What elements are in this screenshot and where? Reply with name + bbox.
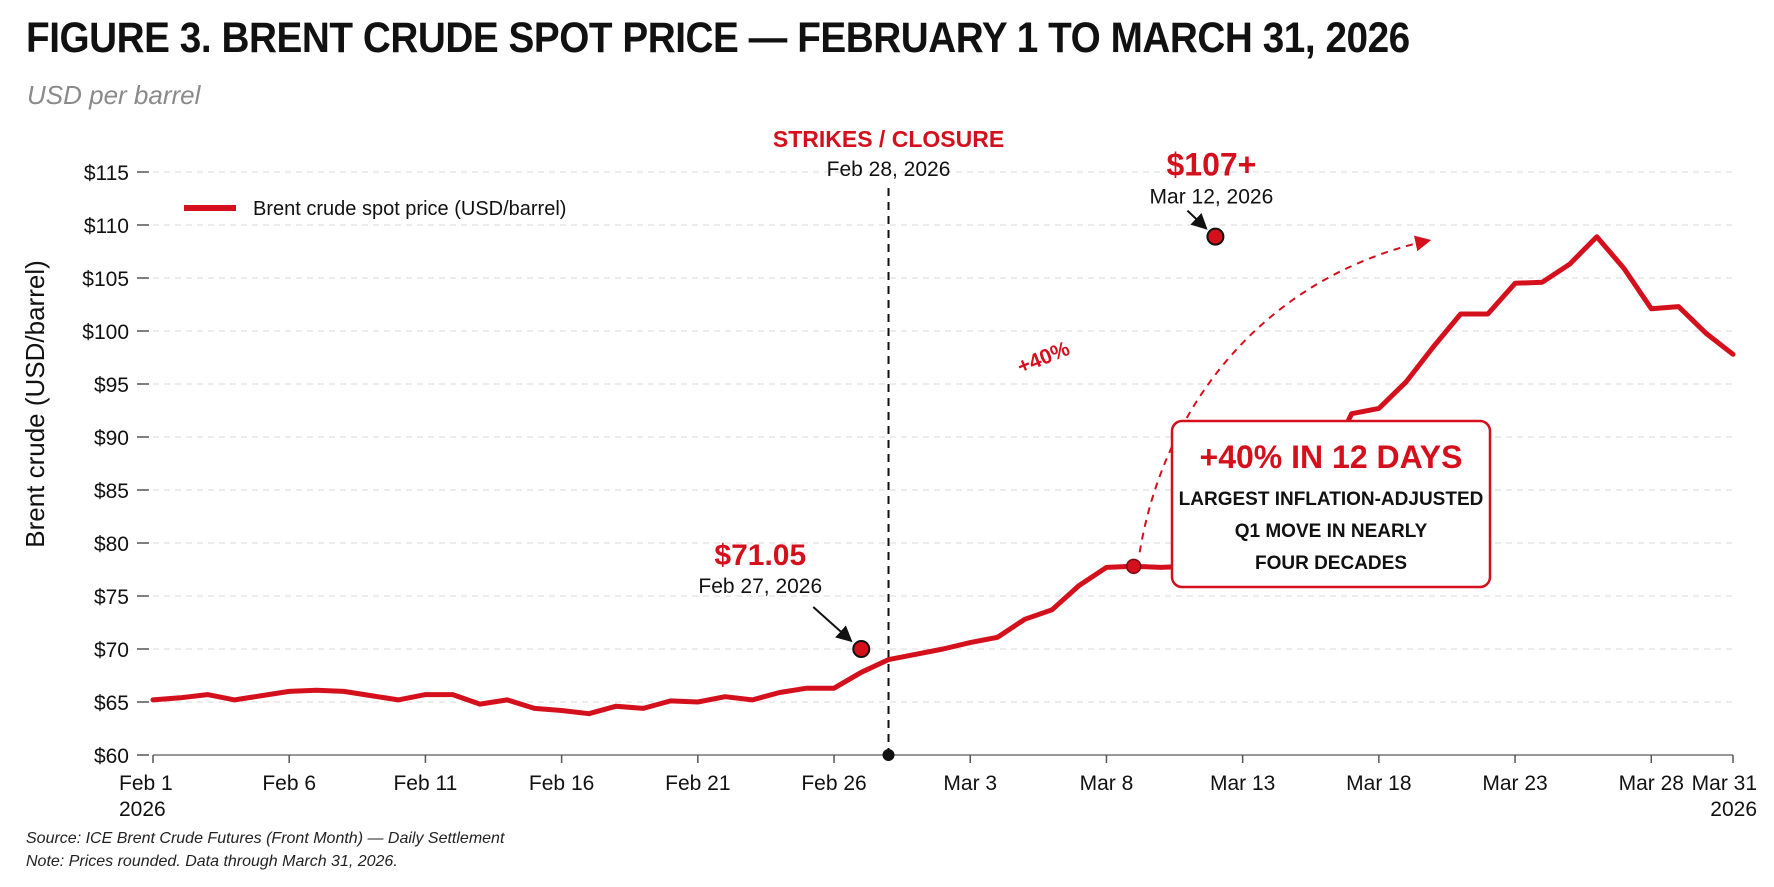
peak-arrow <box>1186 209 1208 230</box>
y-tick-label: $60 <box>94 745 129 768</box>
start-callout: $71.05 Feb 27, 2026 <box>698 539 871 658</box>
y-tick-label: $65 <box>94 692 129 715</box>
y-axis-ticks: $60 $65 $70 $75 $80 $85 $90 $95 $100 $105 $110 $115 <box>82 162 149 768</box>
x-tick-label: Feb 26 <box>801 772 866 795</box>
event-marker: STRIKES / CLOSURE Feb 28, 2026 <box>773 126 1004 761</box>
x-tick-label: Feb 16 <box>529 772 594 795</box>
summary-box: +40% IN 12 DAYS LARGEST INFLATION-ADJUST… <box>1170 419 1492 589</box>
y-tick-label: $75 <box>94 586 129 609</box>
start-date-label: Feb 27, 2026 <box>698 575 822 598</box>
x-tick-label: Feb 21 <box>665 772 730 795</box>
event-base-dot <box>882 749 895 761</box>
event-date-label: Feb 28, 2026 <box>827 158 951 181</box>
legend-entry: Brent crude spot price (USD/barrel) <box>253 198 566 220</box>
summary-box-line-3: FOUR DECADES <box>1255 553 1407 574</box>
y-tick-label: $100 <box>82 321 129 344</box>
y-tick-label: $115 <box>84 162 129 185</box>
data-note: Note: Prices rounded. Data through March… <box>26 853 398 870</box>
start-point-marker <box>852 640 871 658</box>
y-tick-label: $85 <box>94 480 129 503</box>
start-price-label: $71.05 <box>714 539 806 572</box>
x-tick-label: Mar 28 <box>1619 772 1684 795</box>
legend: Brent crude spot price (USD/barrel) <box>184 198 566 220</box>
arc-start-marker <box>1125 558 1142 575</box>
x-tick-label: Feb 6 <box>262 772 316 795</box>
x-axis-ticks: Feb 1 2026 Feb 6 Feb 11 Feb 16 Feb 21 Feb 26 Ma… <box>119 755 1757 821</box>
growth-arc-label: +40% <box>1014 337 1073 379</box>
chart-subtitle: USD per barrel <box>27 80 201 110</box>
y-tick-label: $90 <box>94 427 129 450</box>
peak-price-label: $107+ <box>1166 147 1256 183</box>
x-tick-label: Mar 3 <box>943 772 997 795</box>
x-tick-label: Mar 8 <box>1080 772 1134 795</box>
series-line <box>150 234 1736 717</box>
summary-box-line-1: LARGEST INFLATION-ADJUSTED <box>1179 489 1484 510</box>
x-tick-label: Feb 11 <box>393 772 457 795</box>
grid-lines <box>153 171 1733 756</box>
y-axis-label: Brent crude (USD/barrel) <box>20 260 50 548</box>
peak-date-label: Mar 12, 2026 <box>1150 186 1274 209</box>
y-tick-label: $80 <box>94 533 129 556</box>
source-note: Source: ICE Brent Crude Futures (Front M… <box>26 830 505 847</box>
peak-callout: $107+ Mar 12, 2026 <box>1150 147 1274 246</box>
event-label: STRIKES / CLOSURE <box>773 126 1004 152</box>
x-tick-label: Mar 23 <box>1482 772 1547 795</box>
x-tick-label: Feb 1 <box>119 772 173 795</box>
x-tick-year-label: 2026 <box>1710 798 1757 821</box>
x-tick-label: Mar 13 <box>1210 772 1275 795</box>
x-tick-label: Mar 18 <box>1346 772 1411 795</box>
y-tick-label: $70 <box>94 639 129 662</box>
summary-box-heading: +40% IN 12 DAYS <box>1200 439 1463 475</box>
series-group <box>150 234 1736 717</box>
summary-box-line-2: Q1 MOVE IN NEARLY <box>1235 521 1428 542</box>
x-tick-label: Mar 31 <box>1692 772 1757 795</box>
summary-box-frame <box>1170 419 1492 589</box>
y-tick-label: $105 <box>82 268 129 291</box>
y-tick-label: $95 <box>94 374 129 397</box>
y-tick-label: $110 <box>84 215 129 238</box>
chart-title: FIGURE 3. BRENT CRUDE SPOT PRICE — FEBRU… <box>26 14 1410 62</box>
chart-footer: Source: ICE Brent Crude Futures (Front M… <box>26 827 504 873</box>
start-arrow <box>812 606 853 643</box>
x-tick-year-label: 2026 <box>119 798 166 821</box>
peak-point-marker <box>1206 227 1225 246</box>
